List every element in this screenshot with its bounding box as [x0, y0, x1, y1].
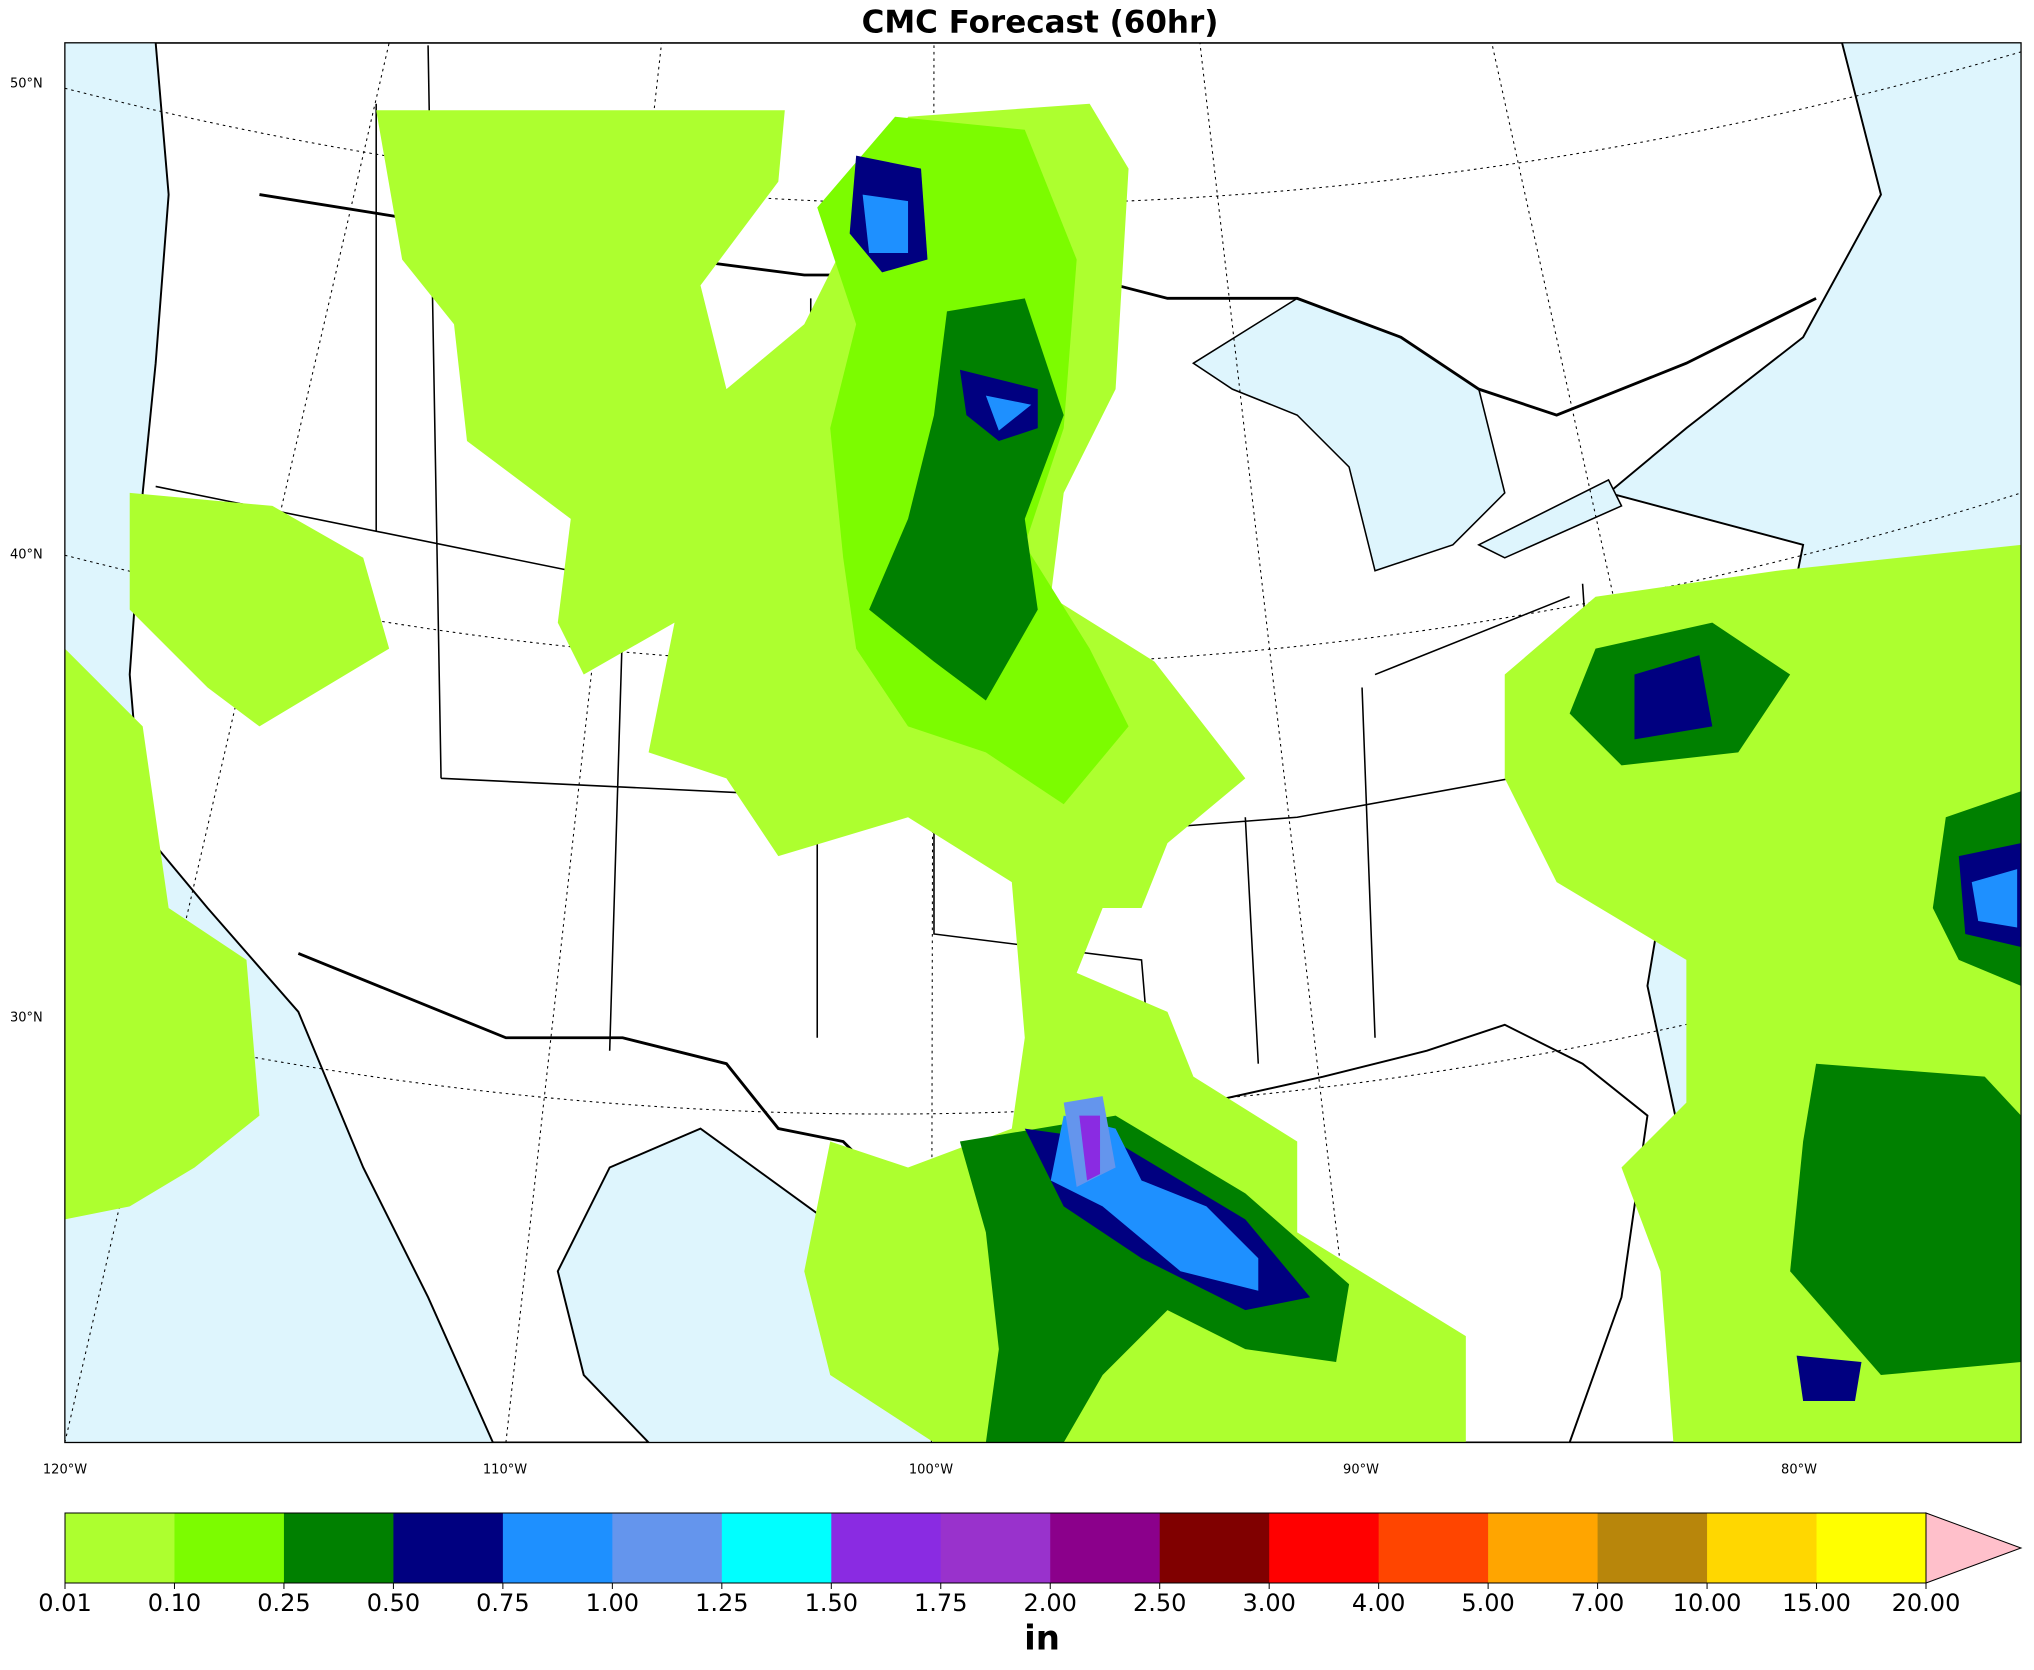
- colorbar-tick-label: 0.10: [148, 1589, 201, 1617]
- lat-labels: 50°N 40°N 30°N: [10, 77, 43, 1026]
- colorbar-bin: [1159, 1513, 1270, 1583]
- colorbar: 0.01 0.10 0.25 0.50 0.75 1.00 1.25 1.50 1.75 2.00…: [38, 1512, 2023, 1617]
- lon-labels: 120°W 110°W 100°W 90°W 80°W: [43, 1463, 1817, 1478]
- map-frame: [64, 42, 2022, 1444]
- colorbar-tick-label: 20.00: [1892, 1589, 1961, 1617]
- colorbar-tick-label: 1.75: [914, 1589, 967, 1617]
- colorbar-tick-label: 3.00: [1242, 1589, 1295, 1617]
- colorbar-bin: [1488, 1513, 1599, 1583]
- colorbar-bin: [1269, 1513, 1380, 1583]
- lat-label: 40°N: [10, 548, 43, 563]
- colorbar-tick-label: 0.01: [38, 1589, 91, 1617]
- graticule: [64, 42, 2022, 1443]
- colorbar-tick-label: 0.50: [367, 1589, 420, 1617]
- colorbar-tick-label: 4.00: [1352, 1589, 1405, 1617]
- colorbar-bin: [721, 1513, 832, 1583]
- lon-label: 100°W: [909, 1463, 953, 1478]
- colorbar-bin: [1597, 1513, 1708, 1583]
- colorbar-bin: [940, 1513, 1051, 1583]
- colorbar-bin: [1707, 1513, 1818, 1583]
- colorbar-unit: in: [1024, 1619, 1060, 1659]
- map: [64, 42, 2022, 1444]
- colorbar-tick-label: 1.50: [805, 1589, 858, 1617]
- colorbar-tick-label: 10.00: [1673, 1589, 1742, 1617]
- colorbar-tick-label: 2.00: [1024, 1589, 1077, 1617]
- lat-label: 30°N: [10, 1011, 43, 1026]
- colorbar-tick-label: 0.25: [257, 1589, 310, 1617]
- lon-label: 120°W: [43, 1463, 87, 1478]
- colorbar-tick-label: 1.00: [586, 1589, 639, 1617]
- lon-label: 110°W: [483, 1463, 527, 1478]
- colorbar-bin: [174, 1513, 285, 1583]
- colorbar-tick-label: 0.75: [476, 1589, 529, 1617]
- precipitation: [64, 103, 2022, 1443]
- colorbar-bin: [1050, 1513, 1161, 1583]
- colorbar-tick-label: 5.00: [1461, 1589, 1514, 1617]
- colorbar-bin: [283, 1513, 394, 1583]
- lat-label: 50°N: [10, 77, 43, 92]
- colorbar-tick-label: 1.25: [695, 1589, 748, 1617]
- colorbar-frame: [64, 1512, 1927, 1584]
- colorbar-extend: [1925, 1512, 2023, 1584]
- lake-erie: [1477, 478, 1623, 559]
- colorbar-bin: [393, 1513, 504, 1583]
- lon-label: 80°W: [1781, 1463, 1817, 1478]
- colorbar-bin: [1378, 1513, 1489, 1583]
- colorbar-tick-label: 7.00: [1571, 1589, 1624, 1617]
- colorbar-tick-label: 15.00: [1782, 1589, 1851, 1617]
- lon-label: 90°W: [1343, 1463, 1379, 1478]
- colorbar-bin: [612, 1513, 723, 1583]
- map-title: CMC Forecast (60hr): [862, 5, 1219, 41]
- colorbar-bin: [1816, 1513, 1927, 1583]
- colorbar-tick-label: 2.50: [1133, 1589, 1186, 1617]
- colorbar-bin: [65, 1513, 175, 1583]
- colorbar-bin: [831, 1513, 942, 1583]
- colorbar-bin: [502, 1513, 613, 1583]
